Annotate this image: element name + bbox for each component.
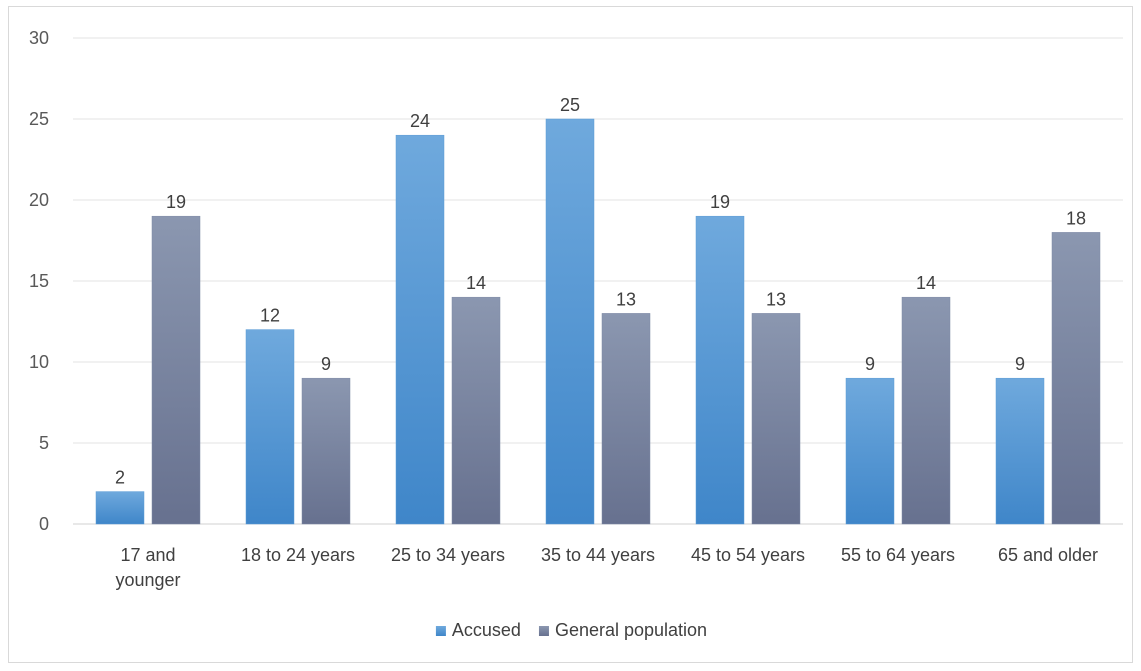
bar-accused	[845, 377, 895, 525]
data-label: 14	[466, 273, 486, 293]
y-tick-label: 15	[29, 271, 49, 291]
y-tick-label: 25	[29, 109, 49, 129]
bars	[95, 118, 1101, 525]
data-label: 9	[865, 354, 875, 374]
data-label: 12	[260, 306, 280, 326]
bar-general-population	[601, 313, 651, 525]
bar-accused	[545, 118, 595, 525]
data-label: 24	[410, 111, 430, 131]
y-tick-label: 5	[39, 433, 49, 453]
data-label: 2	[115, 468, 125, 488]
legend: Accused General population	[435, 620, 707, 640]
x-tick-label: 17 and	[120, 545, 175, 565]
bar-accused	[395, 134, 445, 525]
y-tick-label: 20	[29, 190, 49, 210]
data-label: 18	[1066, 208, 1086, 228]
data-labels: 2 19 12 9 24 14 25 13 19 13 9 14 9 18	[115, 95, 1086, 488]
data-label: 14	[916, 273, 936, 293]
bar-accused	[95, 491, 145, 525]
data-label: 9	[321, 354, 331, 374]
y-axis-ticks: 0 5 10 15 20 25 30	[29, 28, 49, 534]
x-tick-label: younger	[115, 570, 180, 590]
x-tick-label: 55 to 64 years	[841, 545, 955, 565]
x-tick-label: 45 to 54 years	[691, 545, 805, 565]
y-tick-label: 10	[29, 352, 49, 372]
gridlines	[73, 37, 1123, 525]
data-label: 9	[1015, 354, 1025, 374]
y-tick-label: 0	[39, 514, 49, 534]
x-tick-label: 35 to 44 years	[541, 545, 655, 565]
chart-frame: 0 5 10 15 20 25 30 2 19 12 9 24 14 25 13 19 13 9 14 9 18 17…	[8, 6, 1133, 663]
data-label: 13	[616, 289, 636, 309]
bar-general-population	[301, 377, 351, 525]
bar-accused	[695, 215, 745, 525]
y-tick-label: 30	[29, 28, 49, 48]
legend-swatch-accused	[435, 626, 446, 636]
bar-general-population	[451, 296, 501, 525]
x-tick-label: 25 to 34 years	[391, 545, 505, 565]
data-label: 19	[166, 192, 186, 212]
legend-swatch-general-population	[538, 626, 549, 636]
data-label: 19	[710, 192, 730, 212]
bar-general-population	[751, 313, 801, 525]
bar-chart: 0 5 10 15 20 25 30 2 19 12 9 24 14 25 13 19 13 9 14 9 18 17…	[29, 28, 1123, 640]
data-label: 25	[560, 95, 580, 115]
x-tick-label: 18 to 24 years	[241, 545, 355, 565]
x-axis-ticks: 17 and younger 18 to 24 years 25 to 34 year…	[115, 545, 1098, 590]
bar-general-population	[151, 215, 201, 525]
legend-label: Accused	[452, 620, 521, 640]
legend-label: General population	[555, 620, 707, 640]
bar-general-population	[1051, 232, 1101, 525]
bar-accused	[245, 329, 295, 525]
bar-general-population	[901, 296, 951, 525]
bar-accused	[995, 377, 1045, 525]
data-label: 13	[766, 289, 786, 309]
x-tick-label: 65 and older	[998, 545, 1098, 565]
